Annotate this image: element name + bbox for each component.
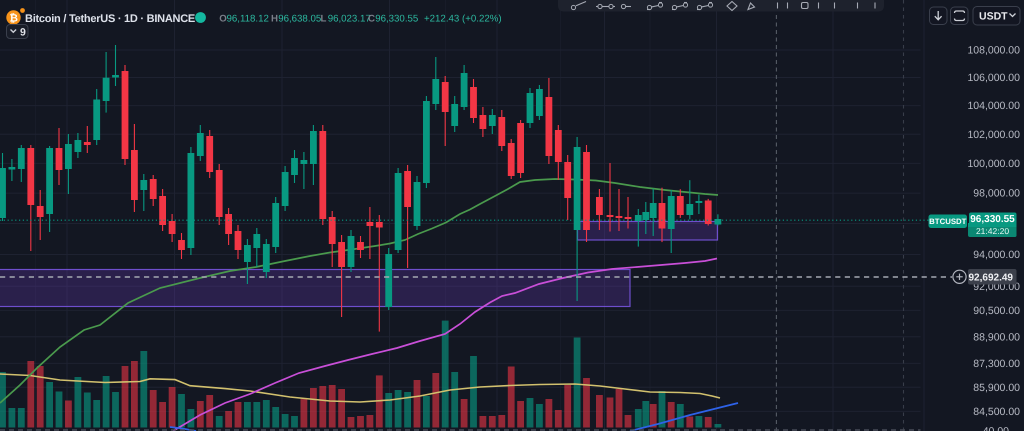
svg-text:H: H	[271, 14, 278, 25]
svg-text:90,500.00: 90,500.00	[973, 305, 1020, 317]
svg-text:102,000.00: 102,000.00	[967, 129, 1020, 141]
svg-text:40.00: 40.00	[983, 426, 1009, 431]
svg-text:+212.43 (+0.22%): +212.43 (+0.22%)	[424, 14, 502, 25]
svg-text:C: C	[368, 14, 375, 25]
svg-text:88,900.00: 88,900.00	[973, 331, 1020, 343]
svg-text:96,118.12: 96,118.12	[227, 14, 269, 25]
svg-text:94,000.00: 94,000.00	[973, 249, 1020, 261]
svg-text:96,330.55: 96,330.55	[970, 214, 1015, 225]
svg-text:108,000.00: 108,000.00	[967, 45, 1020, 57]
svg-text:84,500.00: 84,500.00	[973, 406, 1020, 418]
svg-text:Bitcoin / TetherUS · 1D · BINA: Bitcoin / TetherUS · 1D · BINANCE	[25, 13, 195, 25]
svg-text:96,638.05: 96,638.05	[278, 14, 321, 25]
svg-text:USDT: USDT	[979, 11, 1008, 23]
svg-text:21:42:20: 21:42:20	[976, 226, 1009, 236]
svg-text:9: 9	[20, 27, 26, 39]
svg-text:100,000.00: 100,000.00	[967, 158, 1020, 170]
svg-text:O: O	[219, 14, 227, 25]
svg-text:BTCUSDT: BTCUSDT	[929, 217, 966, 226]
svg-text:87,300.00: 87,300.00	[973, 358, 1020, 370]
svg-text:92,692.49: 92,692.49	[969, 272, 1014, 283]
svg-text:85,900.00: 85,900.00	[973, 382, 1020, 394]
svg-text:104,000.00: 104,000.00	[967, 100, 1020, 112]
svg-text:₿: ₿	[9, 12, 18, 24]
svg-text:96,023.17: 96,023.17	[328, 14, 371, 25]
svg-text:106,000.00: 106,000.00	[967, 72, 1020, 84]
svg-text:L: L	[321, 14, 327, 25]
svg-text:98,000.00: 98,000.00	[973, 188, 1020, 200]
svg-text:96,330.55: 96,330.55	[375, 14, 418, 25]
